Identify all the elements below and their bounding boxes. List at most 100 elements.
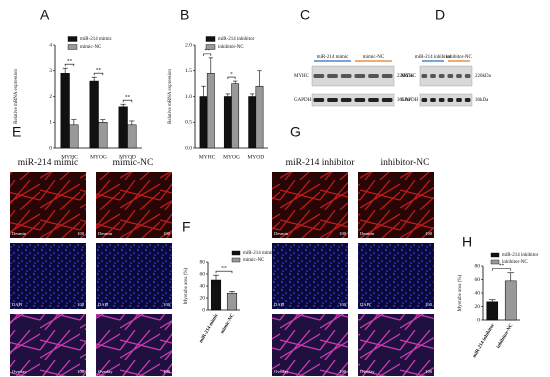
panel-letter: B bbox=[180, 7, 189, 23]
significance: ** bbox=[204, 48, 210, 54]
bar bbox=[60, 73, 70, 149]
channel-label: Desmin bbox=[360, 231, 375, 236]
scale-label: 100 bbox=[77, 231, 85, 236]
y-tick-label: 1 bbox=[49, 120, 52, 126]
blot-band bbox=[381, 74, 393, 78]
bar bbox=[223, 96, 232, 149]
bar bbox=[199, 96, 208, 149]
blot-band bbox=[456, 74, 462, 78]
x-tick-label: MYOD bbox=[119, 154, 136, 160]
panel-letter: C bbox=[300, 7, 310, 23]
panel-letter: H bbox=[462, 234, 472, 250]
legend-swatch bbox=[67, 36, 78, 42]
x-tick-label: MYOG bbox=[223, 154, 240, 160]
micrograph bbox=[358, 314, 434, 376]
blot-band bbox=[354, 98, 366, 102]
bar bbox=[89, 80, 99, 149]
protein-label: MYHC bbox=[401, 74, 417, 79]
bar bbox=[231, 83, 240, 149]
bar bbox=[206, 73, 215, 149]
y-axis-label: Relative mRNA expression bbox=[168, 69, 173, 124]
panel-letter: G bbox=[290, 124, 301, 140]
micrograph bbox=[10, 243, 86, 309]
lane-label: miR-214 inhibitor bbox=[415, 55, 452, 60]
y-tick-label: 0 bbox=[49, 145, 52, 151]
y-tick-label: 2.0 bbox=[185, 42, 192, 48]
channel-label: DAPI bbox=[12, 302, 23, 307]
significance: * bbox=[230, 71, 233, 77]
channel-label: Desmin bbox=[12, 231, 27, 236]
scale-label: 100 bbox=[163, 302, 171, 307]
y-axis-label: Myotube area (%) bbox=[184, 267, 189, 304]
blot-band bbox=[340, 74, 352, 78]
x-tick-label: MYHC bbox=[61, 154, 78, 160]
legend-label: miR-214 inhibitor bbox=[218, 37, 255, 42]
size-label: 36kDa bbox=[475, 98, 489, 103]
micrograph bbox=[272, 314, 348, 376]
scale-label: 100 bbox=[425, 302, 433, 307]
legend-label: miR-214 mimic bbox=[80, 37, 113, 42]
blot-band bbox=[421, 98, 428, 102]
y-tick-label: 0 bbox=[202, 307, 205, 313]
bar bbox=[210, 279, 222, 311]
legend-label: miR-214 inhibitor bbox=[502, 253, 539, 258]
x-tick-label: MYHC bbox=[199, 154, 216, 160]
significance-bracket bbox=[64, 63, 75, 67]
micrograph bbox=[96, 314, 172, 376]
x-tick-label: miR-214 mimic bbox=[199, 312, 220, 344]
legend-label: mimic-NC bbox=[80, 45, 102, 50]
bar bbox=[118, 106, 128, 149]
bar bbox=[255, 85, 264, 149]
blot-band bbox=[456, 98, 462, 102]
significance: ** bbox=[96, 67, 102, 73]
column-heading: mimic-NC bbox=[113, 158, 154, 168]
blot-band bbox=[354, 74, 366, 78]
protein-label: GAPDH bbox=[401, 98, 419, 103]
legend-label: inhibitor-NC bbox=[502, 260, 528, 265]
scale-label: 100 bbox=[425, 369, 433, 374]
blot-strip bbox=[311, 93, 395, 107]
bar bbox=[98, 122, 108, 149]
significance-bracket bbox=[215, 270, 233, 274]
significance: ** bbox=[221, 265, 227, 271]
panel-letter: E bbox=[12, 124, 21, 140]
blot-band bbox=[430, 74, 436, 78]
micrograph bbox=[96, 243, 172, 309]
scale-label: 100 bbox=[163, 369, 171, 374]
size-label: 36kDa bbox=[397, 98, 411, 103]
y-tick-label: 20 bbox=[200, 295, 206, 301]
blot-band bbox=[447, 98, 454, 102]
bar bbox=[248, 96, 257, 149]
micrograph bbox=[10, 172, 86, 238]
legend-swatch bbox=[205, 44, 216, 50]
significance-bracket bbox=[491, 268, 512, 271]
column-heading: miR-214 mimic bbox=[18, 158, 78, 168]
blot-band bbox=[327, 98, 338, 102]
y-tick-label: 80 bbox=[200, 259, 206, 265]
significance: ** bbox=[125, 94, 131, 100]
blot-band bbox=[438, 74, 445, 78]
scale-label: 100 bbox=[339, 302, 347, 307]
blot-strip bbox=[419, 93, 473, 107]
y-tick-label: 0 bbox=[477, 317, 480, 323]
legend-swatch bbox=[490, 252, 500, 258]
micrograph bbox=[272, 243, 348, 309]
protein-label: MYHC bbox=[294, 74, 310, 79]
y-tick-label: 80 bbox=[475, 263, 481, 269]
scale-label: 100 bbox=[425, 231, 433, 236]
blot-strip bbox=[311, 65, 395, 87]
y-tick-label: 40 bbox=[200, 283, 206, 289]
y-tick-label: 4 bbox=[49, 42, 52, 48]
y-tick-label: 40 bbox=[475, 290, 481, 296]
micrograph bbox=[272, 172, 348, 238]
blot-band bbox=[381, 98, 393, 102]
legend-swatch bbox=[67, 44, 78, 50]
y-tick-label: 60 bbox=[200, 271, 206, 277]
legend-swatch bbox=[231, 257, 241, 263]
legend-label: miR-214 mimic bbox=[243, 251, 276, 256]
blot-band bbox=[368, 74, 379, 78]
channel-label: DAPI bbox=[274, 302, 285, 307]
blot-band bbox=[368, 98, 379, 102]
channel-label: Desmin bbox=[98, 231, 113, 236]
